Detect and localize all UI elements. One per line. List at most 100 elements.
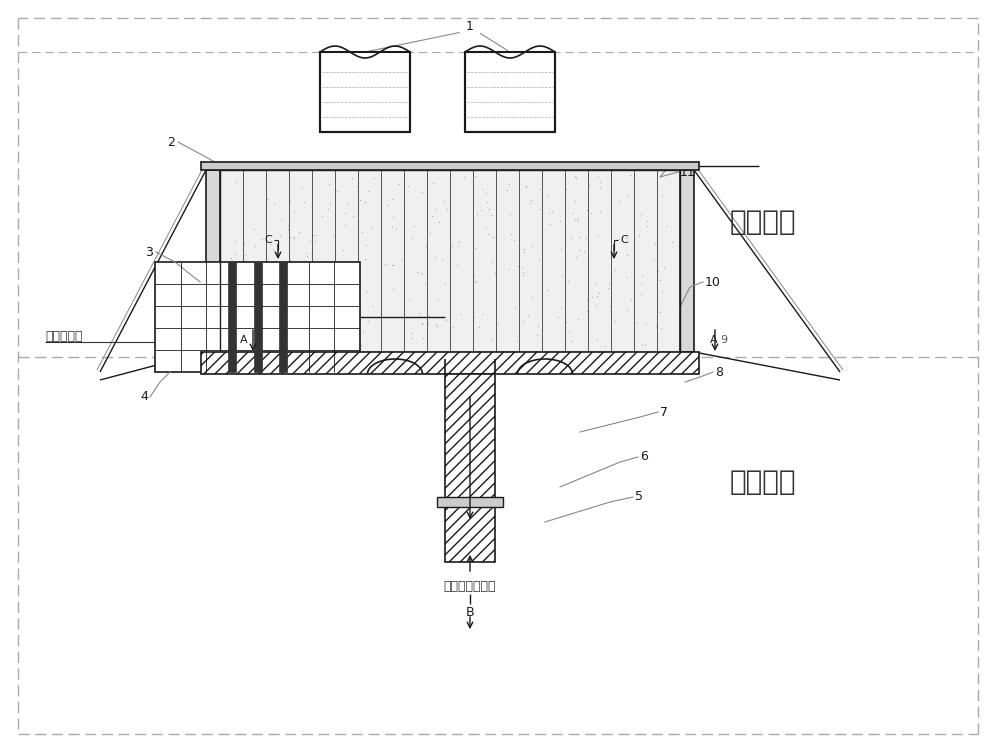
Point — [266, 197, 282, 209]
Point — [345, 210, 361, 222]
Point — [347, 297, 363, 309]
Point — [346, 320, 362, 332]
Point — [449, 259, 465, 271]
Point — [561, 326, 577, 338]
Point — [451, 236, 467, 248]
Point — [404, 332, 420, 344]
Point — [514, 262, 530, 274]
Point — [639, 214, 655, 226]
Text: 7: 7 — [660, 405, 668, 419]
Text: 3: 3 — [145, 245, 153, 259]
Point — [352, 194, 368, 206]
Bar — [220, 170, 680, 352]
Point — [307, 332, 323, 344]
Point — [220, 311, 236, 323]
Point — [319, 285, 335, 297]
Point — [430, 295, 446, 307]
Point — [529, 329, 545, 341]
Point — [571, 244, 587, 256]
Point — [467, 170, 483, 182]
Point — [633, 278, 649, 290]
Point — [568, 251, 584, 263]
Point — [260, 302, 276, 314]
Point — [240, 264, 256, 276]
Point — [515, 314, 531, 326]
Point — [453, 308, 469, 320]
Text: 5: 5 — [635, 490, 643, 504]
Point — [239, 311, 255, 323]
Point — [602, 299, 618, 311]
Point — [227, 248, 243, 260]
Point — [237, 255, 253, 267]
Point — [647, 238, 663, 250]
Point — [466, 269, 482, 281]
Point — [502, 208, 518, 220]
Point — [296, 196, 312, 208]
Point — [337, 219, 353, 231]
Point — [576, 245, 592, 257]
Point — [272, 229, 288, 241]
Point — [503, 228, 519, 240]
Point — [483, 334, 499, 346]
Point — [258, 171, 274, 183]
Point — [516, 246, 532, 258]
Point — [518, 180, 534, 192]
Point — [228, 176, 244, 188]
Point — [290, 320, 306, 332]
Bar — [445, 374, 495, 562]
Point — [227, 306, 243, 318]
Point — [325, 229, 341, 241]
Point — [484, 256, 500, 268]
Point — [282, 254, 298, 266]
Text: C: C — [620, 235, 628, 245]
Point — [299, 250, 315, 262]
Point — [273, 214, 289, 226]
Point — [236, 237, 252, 249]
Point — [246, 223, 262, 235]
Point — [234, 290, 250, 302]
Point — [262, 238, 278, 250]
Point — [532, 183, 548, 195]
Point — [597, 340, 613, 352]
Point — [633, 208, 649, 220]
Point — [305, 229, 321, 241]
Point — [227, 235, 243, 247]
Point — [401, 295, 417, 307]
Point — [286, 205, 302, 217]
Point — [450, 240, 466, 252]
Point — [302, 235, 318, 247]
Point — [534, 261, 550, 273]
Point — [337, 207, 353, 219]
Point — [286, 232, 302, 244]
Point — [380, 199, 396, 211]
Point — [553, 243, 569, 255]
Point — [479, 196, 495, 208]
Point — [286, 331, 302, 343]
Point — [520, 309, 536, 321]
Point — [567, 195, 583, 207]
Point — [664, 236, 680, 248]
Point — [266, 325, 282, 337]
Point — [442, 183, 458, 195]
Point — [292, 259, 308, 271]
Point — [358, 239, 374, 251]
Point — [294, 181, 310, 193]
Point — [656, 262, 672, 274]
Point — [344, 316, 360, 328]
Point — [286, 232, 302, 244]
Point — [344, 172, 360, 184]
Point — [584, 291, 600, 303]
Point — [298, 247, 314, 259]
Point — [348, 271, 364, 284]
Point — [237, 289, 253, 301]
Point — [329, 185, 345, 197]
Point — [354, 226, 370, 238]
Point — [366, 172, 382, 184]
Point — [506, 235, 522, 247]
Point — [579, 293, 595, 305]
Point — [487, 267, 503, 279]
Point — [413, 268, 429, 280]
Point — [589, 290, 605, 302]
Point — [329, 272, 345, 284]
Point — [588, 299, 604, 311]
